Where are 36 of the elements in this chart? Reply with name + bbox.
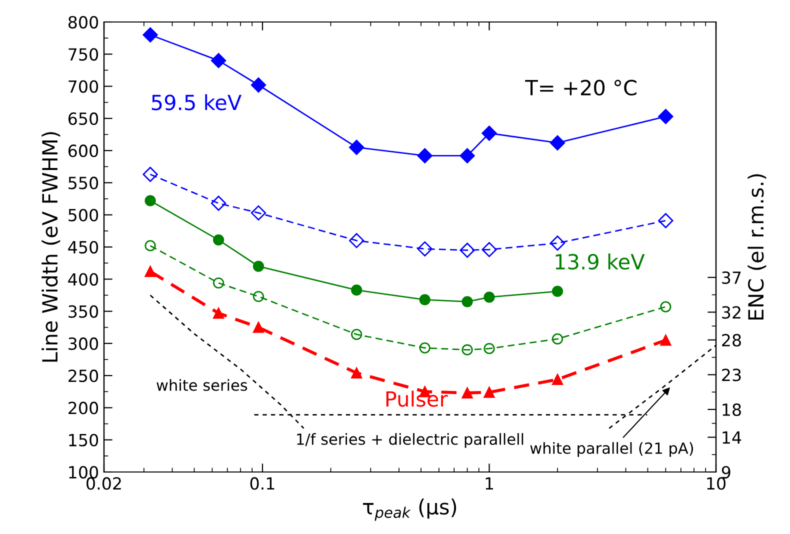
x-tick-label: 1 xyxy=(486,477,494,490)
y-tick-label: 250 xyxy=(68,370,98,382)
y-tick-label: 350 xyxy=(68,305,98,318)
y-tick-label: 150 xyxy=(69,434,98,446)
y2-tick-label: 23 xyxy=(722,368,741,382)
y-tick-label: 550 xyxy=(68,176,98,190)
series-label: 59.5 keV xyxy=(152,94,242,110)
y-axis-title: Line Width (eV FWHM) xyxy=(42,132,60,362)
x-tick-label: 0.1 xyxy=(250,477,274,490)
y-tick-label: 500 xyxy=(68,208,98,222)
x-axis-title: τ$_{peak}$ (μs) xyxy=(363,498,456,521)
y2-tick-label: 37 xyxy=(722,271,741,284)
x-tick-label: 0.02 xyxy=(86,477,121,490)
y-tick-label: 600 xyxy=(68,144,98,158)
x-tick-label: 10 xyxy=(707,477,726,490)
y-tick-label: 700 xyxy=(68,80,98,93)
y-tick-label: 800 xyxy=(68,16,98,29)
y2-tick-label: 9 xyxy=(722,466,730,479)
y-tick-label: 100 xyxy=(69,466,98,479)
y2-tick-label: 14 xyxy=(722,431,742,444)
annotation: T= +20 °C xyxy=(525,80,636,96)
y2-tick-label: 32 xyxy=(722,306,740,319)
y-tick-label: 650 xyxy=(68,112,98,125)
series-label: Pulser xyxy=(386,390,448,407)
y2-axis-title: ENC (el r.m.s.) xyxy=(748,174,766,320)
annotation: white series xyxy=(156,379,248,391)
series-label: 13.9 keV xyxy=(556,254,645,270)
y-tick-label: 450 xyxy=(68,240,98,254)
annotation: white parallel (21 pA) xyxy=(530,442,694,457)
y-tick-label: 200 xyxy=(68,402,98,414)
y-tick-label: 300 xyxy=(68,337,98,350)
annotation: 1/f series + dielectric parallell xyxy=(297,433,524,448)
y-tick-label: 400 xyxy=(68,273,98,286)
y2-tick-label: 28 xyxy=(722,334,741,347)
y2-tick-label: 18 xyxy=(722,403,741,416)
y-tick-label: 750 xyxy=(68,48,98,61)
